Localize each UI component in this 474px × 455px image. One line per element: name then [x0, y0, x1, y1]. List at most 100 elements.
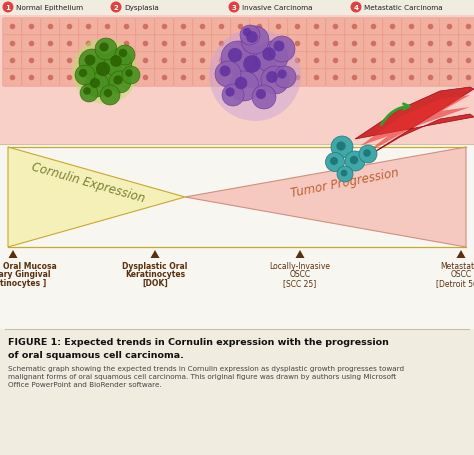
FancyBboxPatch shape: [117, 36, 136, 53]
FancyBboxPatch shape: [41, 19, 60, 36]
Circle shape: [266, 72, 278, 84]
Circle shape: [221, 42, 255, 76]
Text: FIGURE 1: Expected trends in Cornulin expression with the progression: FIGURE 1: Expected trends in Cornulin ex…: [8, 337, 389, 346]
Circle shape: [237, 25, 243, 30]
Circle shape: [48, 59, 53, 64]
FancyBboxPatch shape: [117, 70, 136, 87]
Circle shape: [337, 167, 353, 182]
Circle shape: [276, 41, 281, 47]
Circle shape: [371, 25, 376, 30]
FancyBboxPatch shape: [269, 19, 288, 36]
FancyBboxPatch shape: [402, 70, 421, 87]
FancyBboxPatch shape: [440, 36, 459, 53]
FancyBboxPatch shape: [117, 53, 136, 70]
Polygon shape: [185, 148, 466, 248]
Circle shape: [75, 66, 95, 86]
Circle shape: [100, 43, 109, 52]
FancyBboxPatch shape: [174, 53, 193, 70]
Circle shape: [240, 26, 260, 46]
FancyBboxPatch shape: [60, 19, 79, 36]
FancyBboxPatch shape: [155, 36, 174, 53]
Circle shape: [277, 70, 287, 80]
FancyBboxPatch shape: [117, 19, 136, 36]
Circle shape: [48, 41, 53, 47]
Circle shape: [246, 32, 258, 44]
Circle shape: [409, 41, 414, 47]
Text: [SCC 25]: [SCC 25]: [283, 278, 317, 288]
Circle shape: [124, 41, 129, 47]
Circle shape: [295, 25, 301, 30]
Text: Tumor Progression: Tumor Progression: [290, 166, 400, 199]
FancyBboxPatch shape: [22, 36, 41, 53]
FancyBboxPatch shape: [41, 36, 60, 53]
FancyBboxPatch shape: [60, 70, 79, 87]
FancyBboxPatch shape: [136, 70, 155, 87]
FancyBboxPatch shape: [3, 53, 22, 70]
Text: malignant forms of oral squamous cell carcinoma. This original figure was drawn : malignant forms of oral squamous cell ca…: [8, 373, 396, 379]
Circle shape: [409, 76, 414, 81]
FancyBboxPatch shape: [269, 70, 288, 87]
FancyBboxPatch shape: [307, 53, 326, 70]
Circle shape: [124, 76, 129, 81]
Circle shape: [447, 25, 452, 30]
FancyBboxPatch shape: [364, 53, 383, 70]
FancyBboxPatch shape: [288, 36, 307, 53]
Circle shape: [234, 47, 276, 89]
Circle shape: [115, 46, 135, 66]
Circle shape: [262, 48, 276, 61]
FancyBboxPatch shape: [364, 70, 383, 87]
FancyBboxPatch shape: [193, 19, 212, 36]
Circle shape: [465, 59, 471, 64]
FancyBboxPatch shape: [231, 70, 250, 87]
FancyBboxPatch shape: [98, 70, 117, 87]
Text: Keratinocytes ]: Keratinocytes ]: [0, 278, 46, 288]
Circle shape: [225, 88, 235, 97]
Circle shape: [237, 41, 243, 47]
Circle shape: [9, 76, 15, 81]
FancyBboxPatch shape: [155, 53, 174, 70]
Circle shape: [252, 86, 276, 110]
Bar: [0, 0, 474, 16]
Circle shape: [181, 76, 186, 81]
Circle shape: [295, 59, 301, 64]
Circle shape: [333, 59, 338, 64]
Circle shape: [235, 77, 247, 90]
Circle shape: [181, 59, 186, 64]
Circle shape: [219, 66, 230, 77]
Circle shape: [125, 70, 133, 78]
Circle shape: [352, 59, 357, 64]
Text: Keratinocytes: Keratinocytes: [125, 270, 185, 279]
Circle shape: [352, 25, 357, 30]
FancyBboxPatch shape: [345, 70, 364, 87]
Circle shape: [86, 25, 91, 30]
FancyBboxPatch shape: [79, 70, 98, 87]
FancyBboxPatch shape: [79, 53, 98, 70]
FancyBboxPatch shape: [155, 19, 174, 36]
FancyBboxPatch shape: [421, 19, 440, 36]
Circle shape: [229, 72, 259, 102]
Circle shape: [215, 62, 241, 88]
Circle shape: [162, 41, 167, 47]
FancyBboxPatch shape: [364, 19, 383, 36]
Circle shape: [341, 170, 347, 177]
Circle shape: [345, 152, 365, 172]
Text: Dysplastic Oral: Dysplastic Oral: [122, 262, 188, 270]
FancyBboxPatch shape: [459, 36, 474, 53]
Circle shape: [350, 157, 358, 165]
Circle shape: [428, 25, 433, 30]
Polygon shape: [456, 250, 465, 258]
Circle shape: [257, 25, 262, 30]
Circle shape: [330, 158, 338, 166]
FancyBboxPatch shape: [193, 36, 212, 53]
Circle shape: [29, 59, 34, 64]
FancyBboxPatch shape: [174, 70, 193, 87]
Circle shape: [162, 25, 167, 30]
Circle shape: [209, 30, 301, 122]
Circle shape: [390, 25, 395, 30]
Text: OSCC: OSCC: [450, 270, 472, 279]
Circle shape: [67, 25, 73, 30]
FancyBboxPatch shape: [98, 53, 117, 70]
Circle shape: [109, 72, 131, 94]
FancyBboxPatch shape: [174, 36, 193, 53]
Text: of oral squamous cell carcinoma.: of oral squamous cell carcinoma.: [8, 350, 184, 359]
